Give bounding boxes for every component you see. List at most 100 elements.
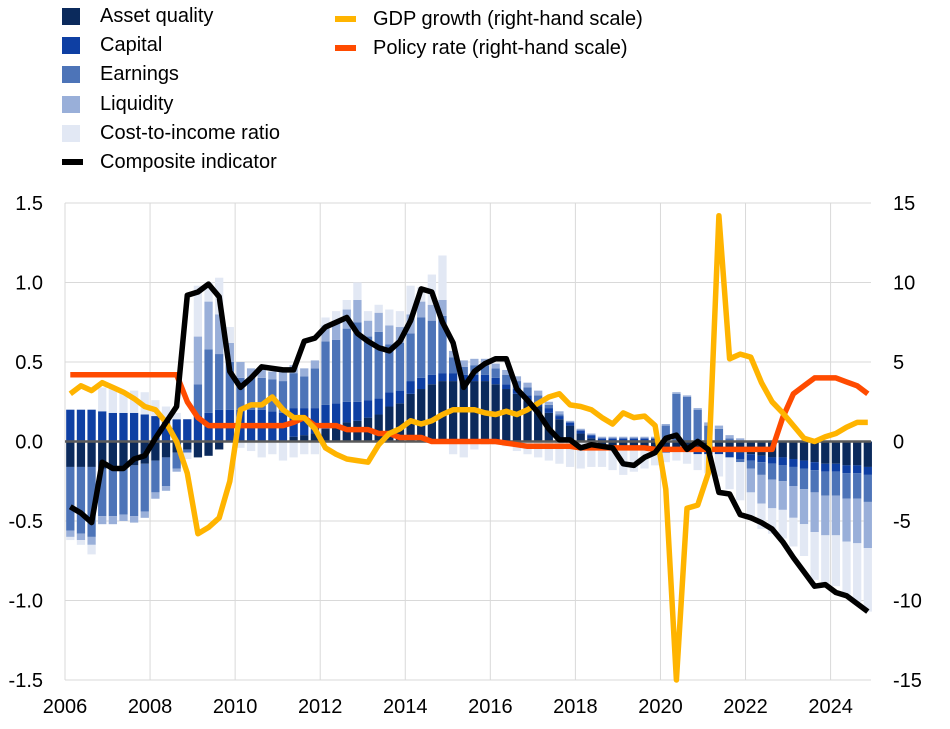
bar-earnings (757, 462, 766, 475)
bar-cost-to-income-ratio (66, 536, 75, 541)
bar-earnings (438, 315, 447, 374)
bar-earnings (810, 470, 819, 493)
bar-earnings (236, 377, 245, 410)
bar-liquidity (757, 474, 766, 504)
bar-asset-quality (587, 438, 596, 442)
bar-liquidity (619, 436, 628, 439)
bar-asset-quality (332, 425, 341, 442)
bar-liquidity (863, 501, 872, 549)
legend-swatch (62, 159, 83, 165)
bar-liquidity (108, 516, 117, 525)
bar-earnings (544, 404, 553, 409)
bar-liquidity (629, 436, 639, 439)
bar-capital (172, 419, 181, 442)
bar-earnings (502, 374, 511, 385)
bar-capital (544, 408, 553, 413)
bar-asset-quality (119, 441, 128, 467)
bar-liquidity (565, 420, 575, 423)
legend-swatch (62, 125, 80, 142)
bar-capital (778, 457, 787, 466)
x-tick-label: 2016 (468, 696, 513, 718)
bar-cost-to-income-ratio (225, 327, 234, 343)
bar-capital (640, 438, 649, 442)
bar-cost-to-income-ratio (661, 452, 670, 463)
bar-cost-to-income-ratio (342, 299, 351, 310)
bar-asset-quality (374, 414, 383, 442)
bar-cost-to-income-ratio (385, 309, 394, 326)
bar-earnings (534, 395, 543, 402)
bar-asset-quality (193, 441, 203, 458)
legend-label: Liquidity (100, 93, 174, 115)
bar-liquidity (810, 492, 819, 533)
bar-cost-to-income-ratio (736, 462, 745, 501)
bar-capital (629, 438, 639, 442)
legend-swatch (335, 45, 356, 51)
bar-cost-to-income-ratio (161, 406, 171, 418)
bar-earnings (427, 320, 436, 375)
line-gdp-growth-right-hand-scale- (68, 212, 868, 683)
bar-capital (438, 373, 447, 382)
bar-asset-quality (842, 441, 851, 466)
bar-cost-to-income-ratio (767, 508, 777, 534)
bar-earnings (246, 377, 256, 410)
bar-asset-quality (395, 403, 405, 442)
right-tick-label: 15 (893, 193, 915, 215)
bar-earnings (789, 466, 798, 487)
bar-liquidity (512, 376, 522, 382)
bar-cost-to-income-ratio (246, 441, 256, 452)
bar-liquidity (172, 468, 181, 472)
bar-earnings (353, 322, 362, 402)
bar-cost-to-income-ratio (565, 441, 575, 467)
x-tick-label: 2022 (723, 696, 768, 718)
bar-liquidity (523, 382, 532, 388)
bar-liquidity (714, 425, 724, 429)
bar-asset-quality (417, 389, 426, 442)
bar-earnings (87, 466, 96, 537)
bar-cost-to-income-ratio (193, 285, 203, 337)
bar-capital (789, 458, 798, 467)
bar-liquidity (853, 498, 862, 544)
bar-cost-to-income-ratio (108, 389, 117, 413)
bar-liquidity (736, 438, 745, 442)
x-axis: 2006 2008 2010 2012 2014 2016 2018 2020 2022 2024 (43, 696, 853, 718)
bar-earnings (76, 466, 86, 534)
right-axis: -15 -10 -5 0 5 10 15 (893, 193, 922, 692)
x-tick-label: 2008 (128, 696, 173, 718)
bar-capital (587, 435, 596, 439)
bar-earnings (778, 465, 787, 482)
bar-earnings (108, 468, 117, 517)
bar-earnings (725, 438, 734, 442)
bar-liquidity (363, 320, 373, 337)
bar-cost-to-income-ratio (289, 441, 298, 458)
bar-liquidity (98, 516, 107, 525)
bar-cost-to-income-ratio (789, 517, 798, 547)
bar-cost-to-income-ratio (810, 532, 819, 580)
bar-cost-to-income-ratio (693, 454, 702, 471)
bar-cost-to-income-ratio (268, 441, 277, 455)
bar-cost-to-income-ratio (459, 441, 468, 458)
legend-swatch (62, 96, 80, 113)
bar-cost-to-income-ratio (672, 451, 681, 461)
bar-cost-to-income-ratio (651, 449, 660, 466)
legend-swatch (335, 16, 356, 22)
bar-liquidity (76, 533, 86, 541)
bar-asset-quality (183, 441, 192, 450)
bar-liquidity (491, 363, 500, 369)
bar-cost-to-income-ratio (555, 441, 564, 464)
bar-earnings (661, 425, 670, 442)
bar-earnings (821, 471, 830, 496)
bar-earnings (395, 342, 405, 391)
bar-cost-to-income-ratio (76, 540, 86, 545)
left-tick-label: 1.0 (15, 273, 43, 295)
bar-asset-quality (810, 441, 819, 463)
bar-earnings (736, 458, 745, 463)
x-tick-label: 2010 (213, 696, 258, 718)
bar-liquidity (789, 486, 798, 518)
bar-capital (810, 462, 819, 471)
bar-earnings (215, 354, 224, 410)
bar-earnings (278, 381, 288, 413)
bar-capital (619, 438, 628, 442)
bar-capital (448, 373, 458, 382)
bar-asset-quality (87, 441, 96, 467)
bar-asset-quality (799, 441, 809, 461)
